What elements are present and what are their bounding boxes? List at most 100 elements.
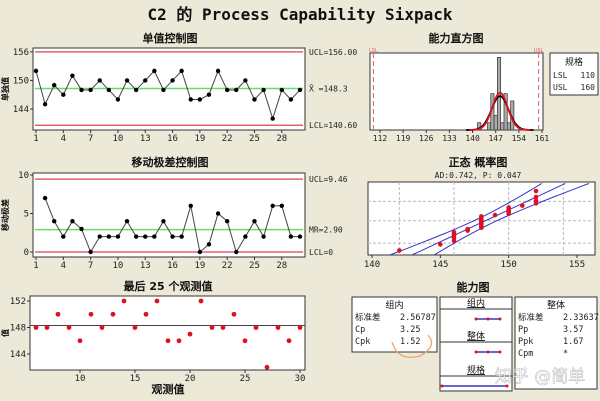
mr-chart-lcl-label: LCL=0 (309, 248, 333, 257)
mr-chart-point (61, 234, 66, 239)
overall-stats-value: 1.67 (563, 337, 583, 347)
mr-chart-xtick-label: 4 (61, 261, 66, 271)
probplot-subtitle: AD:0.742, P: 0.047 (435, 171, 522, 180)
last25-ylabel: 值 (0, 329, 10, 337)
histogram-bar (506, 122, 511, 131)
histogram-xtick-label: 147 (488, 134, 503, 143)
last25-title: 最后 25 个观测值 (124, 279, 213, 293)
last25-point (297, 325, 303, 330)
i-chart-point (243, 78, 248, 83)
i-chart-xtick-label: 19 (194, 134, 205, 144)
last25-point (231, 311, 237, 317)
mr-chart-point (206, 242, 212, 247)
mr-chart-point (124, 218, 130, 224)
i-chart-point (270, 116, 275, 121)
mr-chart-ylabel: 移动极差 (0, 199, 10, 231)
last25-ytick-label: 148 (10, 324, 26, 334)
i-chart-title: 单值控制图 (143, 31, 198, 45)
i-chart-point (70, 73, 75, 78)
probplot-point (465, 226, 470, 232)
last25-point (33, 325, 39, 330)
capability-spec-marker (505, 384, 509, 388)
histogram-xtick-label: 119 (396, 134, 411, 143)
i-chart-xtick-label: 1 (33, 134, 38, 144)
histogram-xtick-label: 161 (535, 134, 550, 143)
i-chart-point (79, 87, 84, 93)
within-stats-key: 标准差 (355, 312, 381, 323)
i-chart-point (124, 78, 130, 83)
probplot-lower-line (389, 183, 543, 256)
mr-chart-point (42, 195, 48, 201)
mr-chart-point (252, 218, 257, 224)
mr-chart-xtick-label: 19 (194, 261, 205, 271)
i-chart-lcl-label: LCL=140.60 (309, 121, 357, 130)
last25-xtick-label: 30 (295, 374, 306, 384)
i-chart-point (279, 87, 284, 93)
histogram-bar (500, 122, 505, 131)
overall-stats-title: 整体 (547, 299, 565, 311)
mr-chart-xtick-label: 22 (222, 261, 233, 271)
mr-chart-point (88, 249, 93, 255)
last25-xtick-label: 15 (130, 374, 141, 384)
mr-chart-point (143, 234, 148, 239)
last25-point (253, 325, 259, 330)
mr-chart-title: 移动极差控制图 (132, 155, 209, 169)
spec-legend-key: LSL (553, 71, 568, 80)
last25-point (275, 325, 281, 330)
overall-stats-key: Pp (518, 325, 528, 335)
capability-within-label: 组内 (467, 297, 485, 309)
probplot-xtick-label: 145 (432, 260, 448, 270)
capability-spec-label: 规格 (467, 364, 485, 376)
i-chart-xtick-label: 22 (222, 134, 233, 144)
probplot-title: 正态 概率图 (449, 155, 508, 169)
mr-chart-point (243, 234, 248, 239)
mr-chart-xtick-label: 25 (249, 261, 260, 271)
last25-point (55, 311, 61, 317)
i-chart-point (206, 92, 212, 97)
i-chart-point (143, 78, 148, 83)
overall-stats-key: 标准差 (518, 312, 544, 323)
i-chart-point (261, 87, 266, 93)
overall-stats-value: 3.57 (563, 325, 583, 335)
overall-stats-value: * (563, 349, 568, 359)
mr-chart-xtick-label: 13 (140, 261, 151, 271)
i-chart-xtick-label: 10 (113, 134, 124, 144)
i-chart-point (288, 97, 294, 102)
probplot-point (451, 229, 457, 235)
mr-chart-point (197, 249, 203, 255)
overall-stats-value: 2.33637 (563, 313, 599, 323)
mr-chart-ytick-label: 0 (24, 248, 29, 258)
main-title: C2 的 Process Capability Sixpack (148, 5, 453, 24)
i-chart-point (115, 97, 121, 102)
i-chart-point (179, 68, 184, 74)
last25-point (286, 338, 292, 344)
last25-point (143, 311, 149, 317)
i-chart-xtick-label: 13 (140, 134, 151, 144)
mr-chart-point (279, 203, 284, 208)
last25-point (88, 311, 94, 317)
last25-point (264, 364, 270, 370)
i-chart-xtick-label: 16 (167, 134, 178, 144)
i-chart-point (133, 87, 139, 93)
mr-chart-xtick-label: 7 (88, 261, 93, 271)
histogram-xtick-label: 140 (465, 134, 480, 143)
last25-xlabel: 观测值 (152, 382, 185, 396)
last25-point (187, 331, 193, 337)
i-chart-point (106, 87, 112, 93)
i-chart-point (42, 102, 48, 107)
within-stats-value: 3.25 (400, 325, 420, 335)
mr-chart-point (288, 234, 294, 239)
mr-chart-point (161, 218, 166, 224)
i-chart-point (252, 97, 257, 102)
mr-chart-point (106, 234, 112, 239)
i-chart-ylabel: 单独值 (0, 77, 10, 101)
last25-point (154, 298, 160, 304)
histogram-xtick-label: 154 (512, 134, 527, 143)
capability-spec-marker (440, 384, 444, 388)
overall-stats-key: Ppk (518, 337, 533, 347)
mr-chart-point (52, 218, 57, 224)
last25-point (242, 338, 248, 344)
last25-point (132, 325, 138, 330)
within-stats-key: Cpk (355, 337, 370, 347)
mr-chart-point (152, 234, 157, 239)
